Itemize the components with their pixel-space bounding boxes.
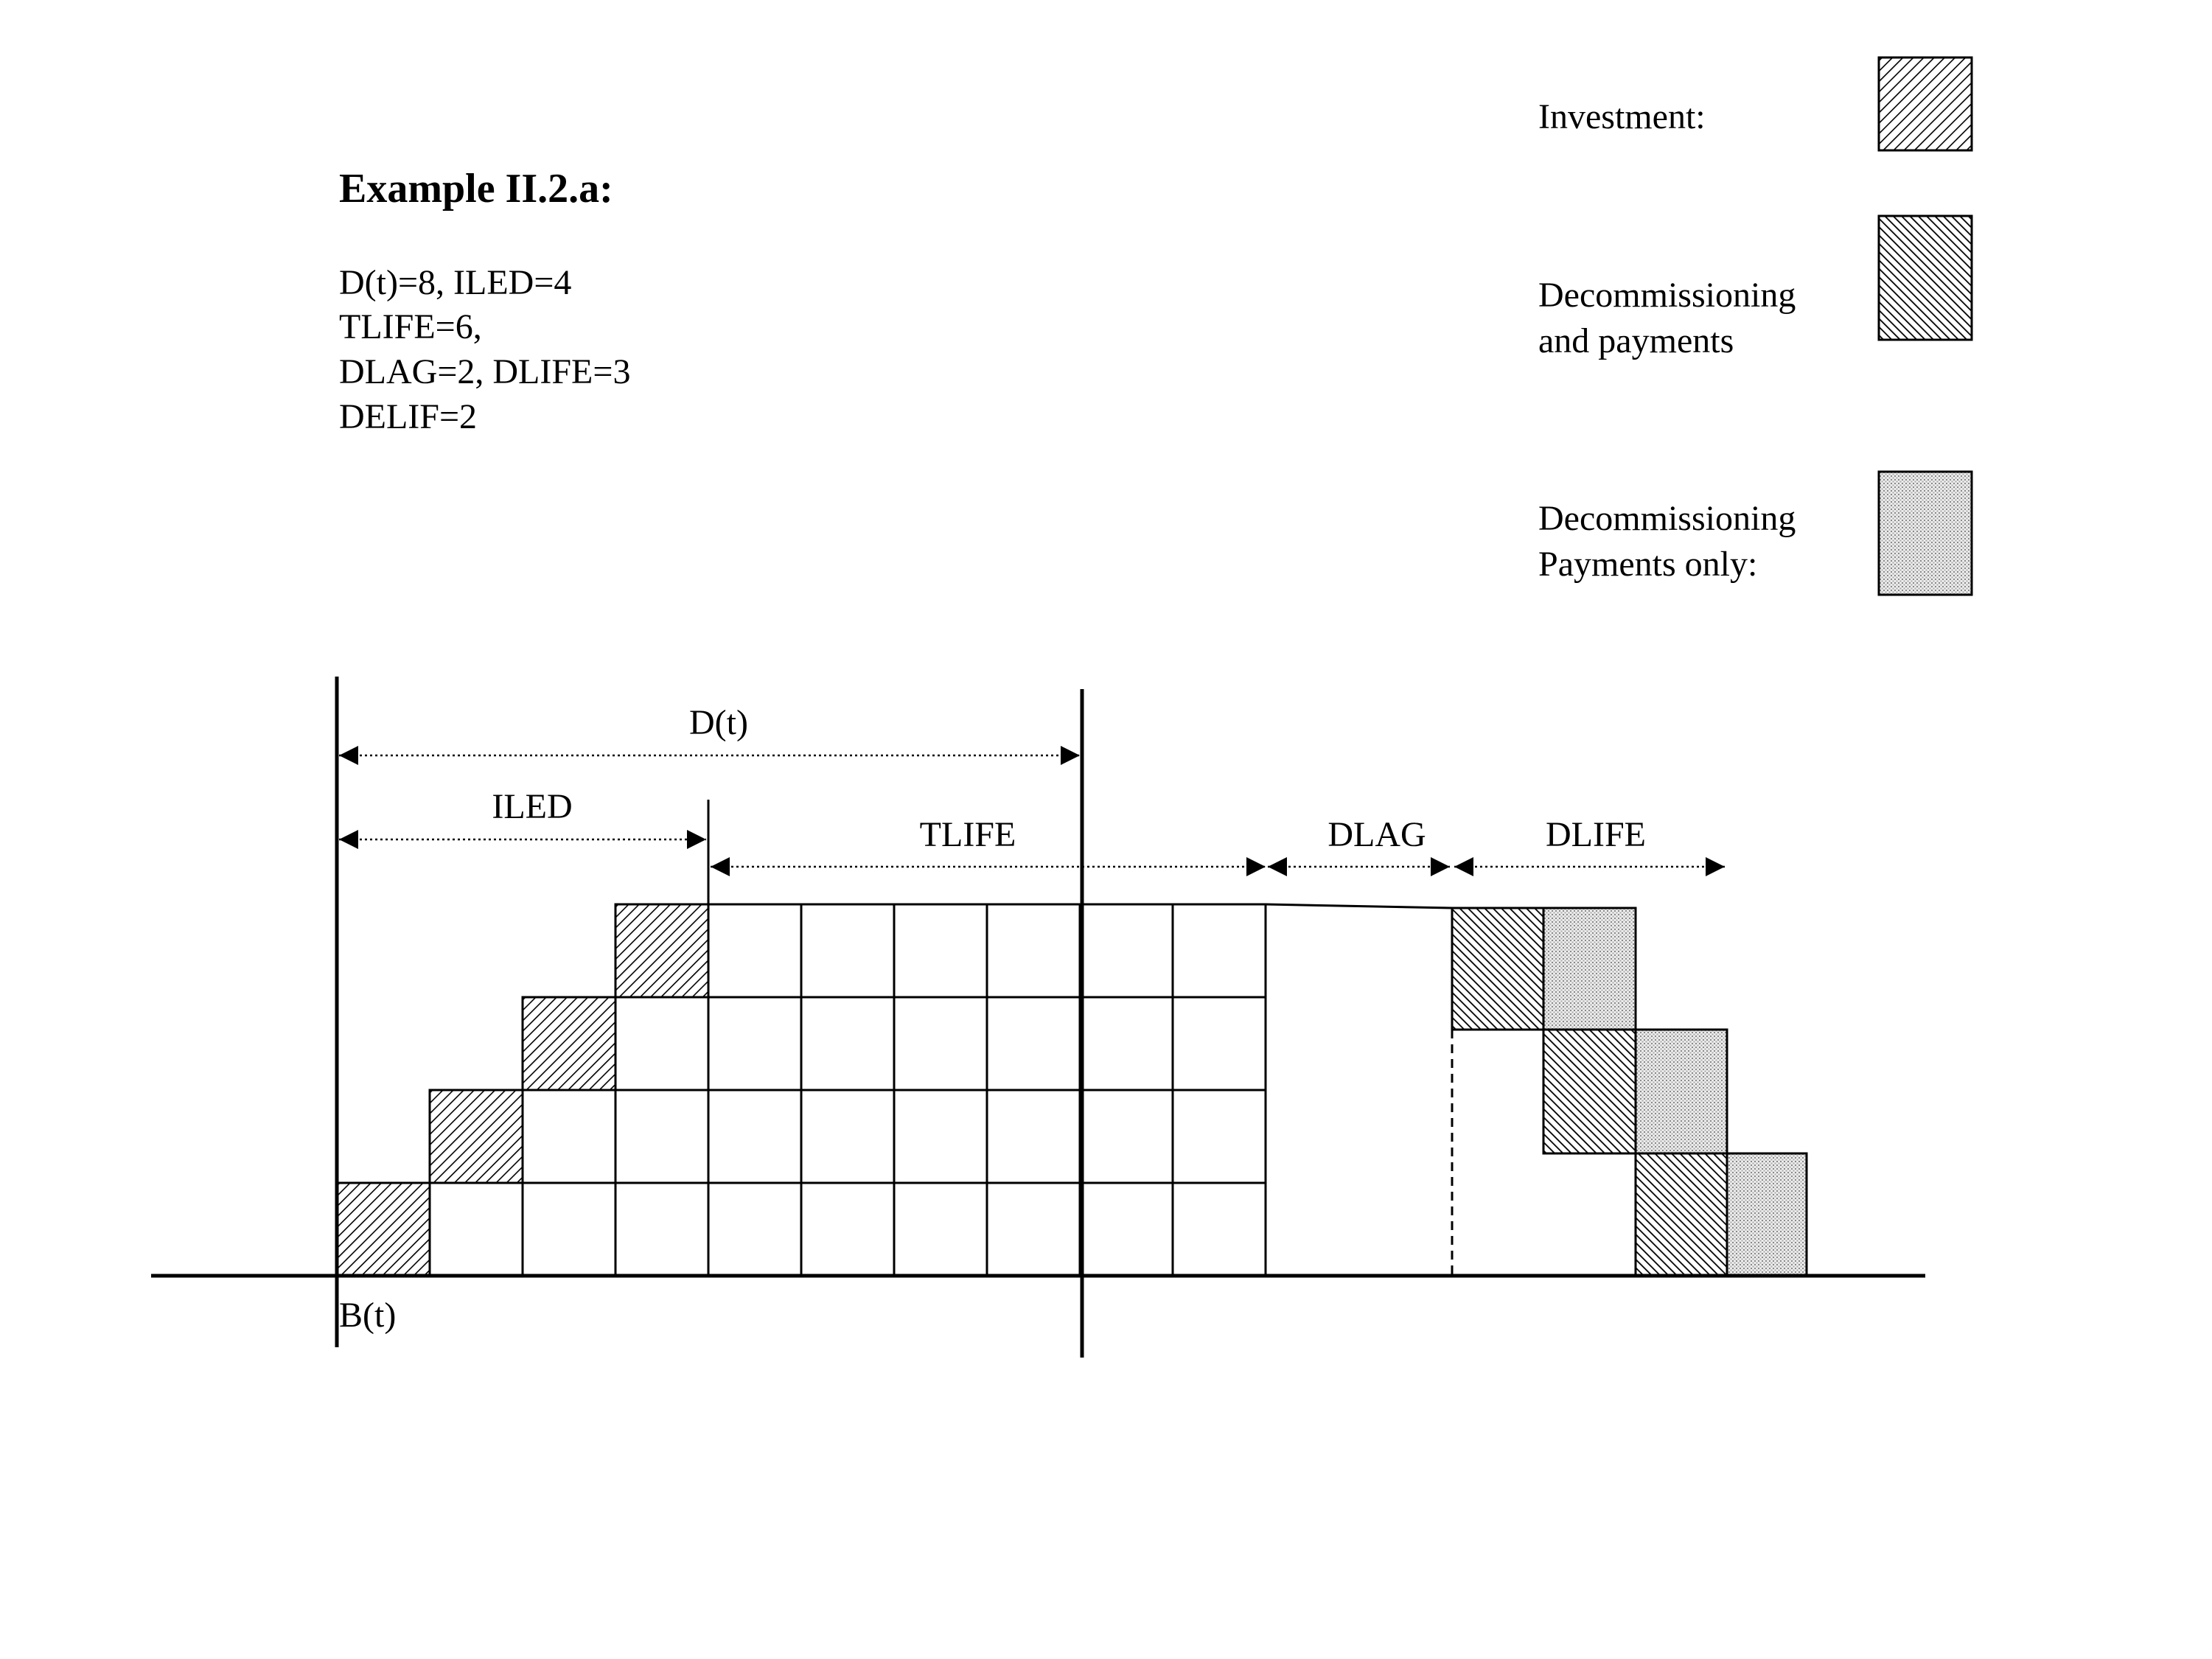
legend-investment-label: Investment: [1538,97,1706,136]
param-line-4: DELIF=2 [339,397,478,436]
legend-decom-only-swatch [1877,470,1973,596]
payment-blocks [1542,907,1808,1277]
legend-decom-payments-label-2: and payments [1538,321,1734,360]
legend-decom-payments-label-1: Decommissioning [1538,276,1796,315]
bt-label: B(t) [339,1296,396,1335]
decommissioning-blocks [1451,907,1728,1277]
legend-investment-swatch [1877,56,1973,152]
tlife-label: TLIFE [920,815,1016,854]
param-line-1: D(t)=8, ILED=4 [339,263,572,302]
decay-outline [1264,903,1453,1276]
investment-blocks [335,903,710,1277]
legend-decom-only-label-2: Payments only: [1538,545,1758,584]
legend-decom-only-label-1: Decommissioning [1538,499,1796,538]
dt-label: D(t) [689,703,748,742]
capacity-grid [428,903,1267,1277]
example-title: Example II.2.a: [339,166,613,212]
dlife-label: DLIFE [1546,815,1646,854]
dimension-arrows [339,746,1725,876]
param-line-3: DLAG=2, DLIFE=3 [339,352,631,391]
legend-decom-payments-swatch [1877,214,1973,341]
param-line-2: TLIFE=6, [339,307,482,346]
iled-label: ILED [492,787,572,826]
dlag-label: DLAG [1327,815,1426,854]
